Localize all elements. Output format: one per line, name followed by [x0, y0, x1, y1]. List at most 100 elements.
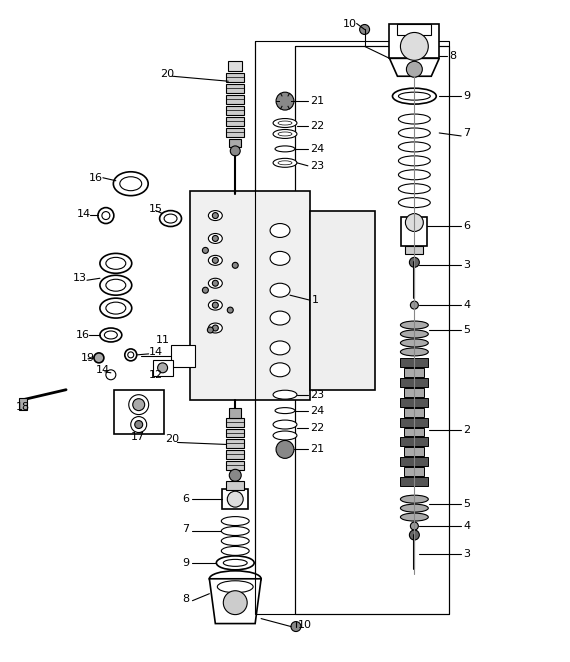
Ellipse shape — [104, 331, 117, 339]
Ellipse shape — [273, 390, 297, 399]
Ellipse shape — [160, 211, 181, 226]
Bar — [19, 398, 27, 410]
Circle shape — [213, 236, 218, 242]
Text: 4: 4 — [463, 300, 470, 310]
Circle shape — [207, 327, 213, 333]
Ellipse shape — [270, 224, 290, 238]
Bar — [401, 477, 428, 487]
Ellipse shape — [100, 298, 132, 318]
Ellipse shape — [106, 279, 126, 291]
Ellipse shape — [398, 169, 430, 180]
Ellipse shape — [270, 311, 290, 325]
Text: 4: 4 — [463, 521, 470, 531]
Ellipse shape — [398, 92, 430, 100]
Circle shape — [129, 395, 149, 414]
Circle shape — [202, 287, 209, 293]
Circle shape — [232, 262, 238, 268]
Text: 11: 11 — [156, 335, 170, 345]
Text: 20: 20 — [161, 70, 175, 79]
Circle shape — [131, 416, 146, 432]
Circle shape — [401, 32, 428, 60]
Ellipse shape — [273, 118, 297, 128]
Circle shape — [227, 491, 243, 507]
Text: 5: 5 — [463, 325, 470, 335]
Circle shape — [409, 530, 420, 540]
Ellipse shape — [217, 581, 253, 592]
Bar — [401, 418, 428, 426]
Bar — [229, 408, 241, 418]
Ellipse shape — [221, 516, 249, 526]
Circle shape — [102, 212, 110, 220]
Bar — [405, 368, 424, 377]
Bar — [114, 390, 164, 434]
Circle shape — [213, 325, 218, 331]
Text: 9: 9 — [463, 91, 470, 101]
Bar — [397, 24, 431, 36]
Ellipse shape — [270, 341, 290, 355]
Text: 1: 1 — [312, 295, 319, 305]
Text: 17: 17 — [131, 432, 145, 442]
Text: 7: 7 — [463, 128, 470, 138]
Circle shape — [213, 213, 218, 218]
Ellipse shape — [401, 330, 428, 338]
Bar — [405, 467, 424, 476]
Text: 19: 19 — [81, 353, 95, 363]
Ellipse shape — [278, 161, 292, 165]
Bar — [401, 216, 428, 246]
Text: 8: 8 — [449, 52, 457, 62]
Ellipse shape — [209, 234, 222, 244]
Ellipse shape — [221, 546, 249, 555]
Circle shape — [360, 24, 369, 34]
Text: 8: 8 — [182, 594, 190, 604]
Ellipse shape — [270, 363, 290, 377]
Ellipse shape — [223, 559, 247, 567]
Bar — [226, 106, 244, 115]
Text: 23: 23 — [310, 161, 324, 171]
Text: 21: 21 — [310, 444, 324, 454]
Bar — [226, 428, 244, 438]
Bar — [226, 481, 244, 491]
Bar — [228, 62, 242, 71]
Circle shape — [291, 622, 301, 632]
Ellipse shape — [221, 536, 249, 545]
Ellipse shape — [270, 252, 290, 265]
Text: 10: 10 — [343, 19, 357, 28]
Circle shape — [276, 440, 294, 458]
Bar — [405, 428, 424, 436]
Ellipse shape — [106, 258, 126, 269]
Ellipse shape — [275, 146, 295, 152]
Circle shape — [405, 214, 424, 232]
Bar — [226, 450, 244, 459]
Bar — [170, 345, 196, 367]
Ellipse shape — [100, 275, 132, 295]
Ellipse shape — [209, 256, 222, 265]
Circle shape — [227, 307, 233, 313]
Ellipse shape — [278, 132, 292, 136]
Text: 6: 6 — [463, 220, 470, 230]
Text: 2: 2 — [463, 424, 470, 434]
Text: 23: 23 — [310, 390, 324, 400]
Bar — [226, 117, 244, 126]
Circle shape — [229, 469, 241, 481]
Ellipse shape — [100, 328, 122, 342]
Circle shape — [223, 591, 247, 614]
Text: 22: 22 — [310, 422, 324, 432]
Text: 21: 21 — [310, 96, 324, 106]
Ellipse shape — [401, 513, 428, 521]
Bar — [401, 398, 428, 406]
Circle shape — [230, 146, 240, 156]
Bar — [389, 24, 439, 58]
Bar — [226, 128, 244, 137]
Circle shape — [276, 92, 294, 110]
Bar — [190, 191, 310, 400]
Text: 15: 15 — [149, 204, 162, 214]
Bar — [226, 73, 244, 82]
Text: 13: 13 — [73, 273, 87, 283]
Circle shape — [410, 522, 418, 530]
Polygon shape — [209, 579, 261, 624]
Bar — [401, 378, 428, 387]
Circle shape — [213, 302, 218, 308]
Ellipse shape — [209, 278, 222, 288]
Ellipse shape — [209, 571, 261, 587]
Text: 3: 3 — [463, 549, 470, 559]
